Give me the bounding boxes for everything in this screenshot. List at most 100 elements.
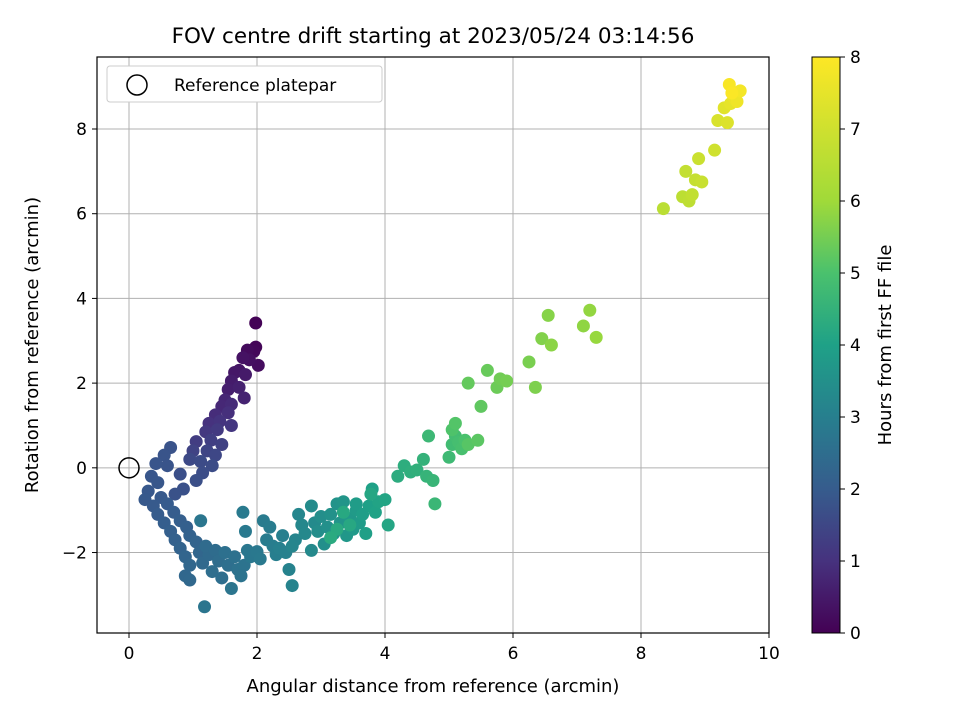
data-point (224, 418, 238, 432)
data-point (541, 308, 555, 322)
data-point (720, 116, 734, 130)
data-point (237, 391, 251, 405)
data-point (298, 526, 312, 540)
data-point (151, 476, 165, 490)
data-point (416, 452, 430, 466)
data-point (426, 474, 440, 488)
data-point (221, 406, 235, 420)
data-point (173, 467, 187, 481)
data-point (238, 524, 252, 538)
x-axis-ticks: 0 2 4 6 8 10 (124, 633, 780, 664)
data-point (276, 529, 290, 543)
data-point (448, 416, 462, 430)
data-point (410, 463, 424, 477)
x-axis-label: Angular distance from reference (arcmin) (247, 676, 620, 697)
data-point (157, 448, 171, 462)
data-point (381, 518, 395, 532)
reference-marker-layer (118, 457, 140, 479)
x-tick-label: 10 (758, 644, 780, 664)
data-point (708, 143, 722, 157)
colorbar-label: Hours from first FF file (875, 245, 896, 446)
x-tick-label: 0 (124, 644, 135, 664)
data-point (442, 450, 456, 464)
data-points (138, 78, 747, 614)
data-point (391, 469, 405, 483)
data-point (589, 330, 603, 344)
y-axis-ticks: −2 0 2 4 6 8 (62, 120, 97, 564)
y-tick-label: 0 (76, 459, 87, 479)
data-point (215, 438, 229, 452)
data-point (349, 497, 363, 511)
data-point (544, 338, 558, 352)
data-point (343, 518, 357, 532)
data-point (249, 316, 263, 330)
colorbar-tick-label: 7 (850, 120, 861, 140)
x-tick-label: 2 (252, 644, 263, 664)
data-point (236, 505, 250, 519)
data-point (205, 565, 219, 579)
data-point (324, 531, 338, 545)
data-point (480, 363, 494, 377)
data-point (692, 152, 706, 166)
colorbar (811, 56, 841, 634)
data-point (368, 505, 382, 519)
data-point (336, 495, 350, 509)
data-point (205, 459, 219, 473)
data-point (236, 351, 250, 365)
data-point (224, 582, 238, 596)
data-point (282, 562, 296, 576)
data-point (324, 507, 338, 521)
y-tick-label: 4 (76, 289, 87, 309)
data-point (474, 399, 488, 413)
data-point (204, 433, 218, 447)
data-point (183, 573, 197, 587)
y-tick-label: 8 (76, 120, 87, 140)
legend-marker-icon (126, 74, 148, 96)
legend-entry-reference-platepar: Reference platepar (174, 76, 336, 96)
data-point (234, 569, 248, 583)
data-point (183, 558, 197, 572)
data-point (304, 499, 318, 513)
data-point (149, 457, 163, 471)
data-point (168, 487, 182, 501)
data-point (285, 539, 299, 553)
data-point (656, 202, 670, 216)
data-point (189, 474, 203, 488)
data-point (725, 86, 739, 100)
data-point (583, 303, 597, 317)
colorbar-tick-label: 3 (850, 408, 861, 428)
y-tick-label: 2 (76, 374, 87, 394)
plot-frame (96, 56, 770, 634)
data-point (535, 332, 549, 346)
data-point (695, 175, 709, 189)
y-tick-label: −2 (62, 544, 87, 564)
data-point (253, 552, 267, 566)
x-tick-label: 4 (380, 644, 391, 664)
data-point (336, 505, 350, 519)
data-point (194, 514, 208, 528)
data-point (221, 382, 235, 396)
legend-box (106, 65, 383, 103)
legend: Reference platepar (106, 65, 383, 103)
colorbar-tick-label: 4 (850, 336, 861, 356)
data-point (378, 493, 392, 507)
data-point (422, 429, 436, 443)
data-point (232, 380, 246, 394)
data-point (576, 319, 590, 333)
data-point (292, 507, 306, 521)
data-point (263, 520, 277, 534)
data-point (228, 550, 242, 564)
colorbar-tick-label: 0 (850, 624, 861, 644)
y-axis-label: Rotation from reference (arcmin) (22, 197, 43, 493)
colorbar-tick-label: 5 (850, 264, 861, 284)
x-tick-label: 8 (636, 644, 647, 664)
colorbar-tick-label: 6 (850, 192, 861, 212)
data-point (160, 459, 174, 473)
data-point (183, 452, 197, 466)
x-tick-label: 6 (508, 644, 519, 664)
data-point (194, 454, 208, 468)
data-point (471, 433, 485, 447)
data-point (304, 543, 318, 557)
